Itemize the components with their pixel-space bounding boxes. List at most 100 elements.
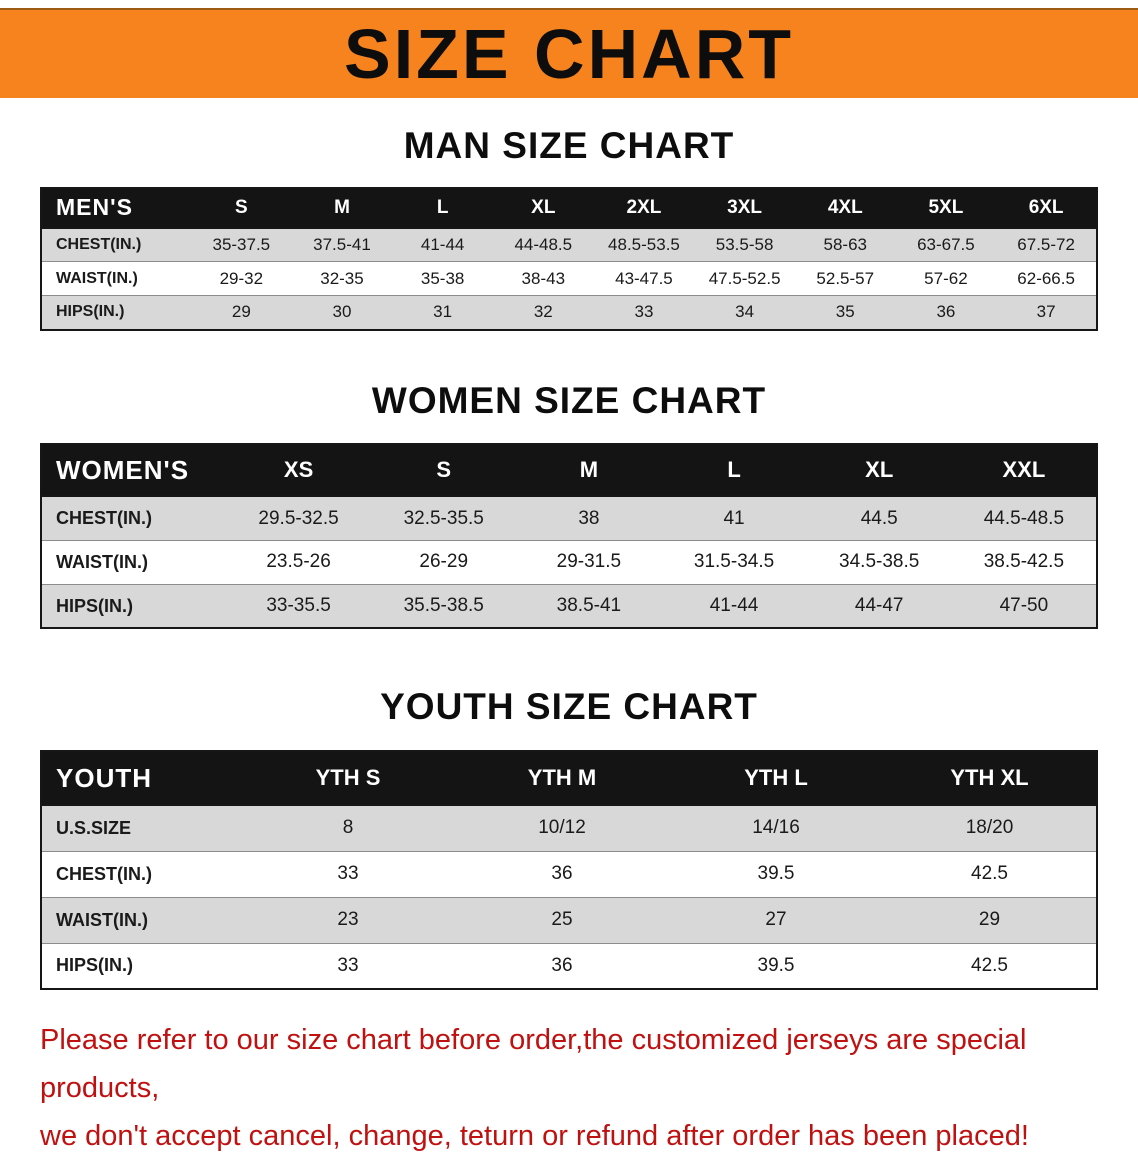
- size-column-header: 4XL: [827, 196, 863, 218]
- size-value-cell: 37: [1036, 302, 1056, 322]
- row-label: WAIST(IN.): [56, 551, 148, 572]
- size-value-cell: 53.5-58: [715, 234, 774, 254]
- size-value-cell: 44.5-48.5: [983, 507, 1065, 529]
- size-column-header: S: [234, 196, 248, 218]
- size-column-header: YTH L: [744, 765, 808, 791]
- size-column-header: M: [579, 457, 599, 483]
- size-column-header: 3XL: [727, 196, 763, 218]
- size-value-cell: 32-35: [320, 268, 364, 288]
- size-value-cell: 39.5: [757, 863, 795, 885]
- size-value-cell: 38.5-42.5: [983, 551, 1065, 573]
- size-value-cell: 42.5: [971, 863, 1008, 885]
- size-value-cell: 30: [332, 302, 352, 322]
- row-label: CHEST(IN.): [56, 235, 142, 253]
- disclaimer: Please refer to our size chart before or…: [40, 1016, 1100, 1160]
- row-label: U.S.SIZE: [56, 817, 132, 838]
- row-label: CHEST(IN.): [56, 508, 152, 529]
- size-value-cell: 18/20: [965, 817, 1014, 839]
- size-value-cell: 33-35.5: [266, 595, 331, 617]
- size-value-cell: 58-63: [823, 234, 867, 254]
- size-value-cell: 23: [337, 909, 359, 931]
- size-value-cell: 10/12: [538, 817, 586, 839]
- size-value-cell: 29: [231, 302, 251, 322]
- table-title-cell: WOMEN'S: [56, 454, 190, 485]
- size-column-header: M: [334, 196, 350, 218]
- size-value-cell: 32.5-35.5: [403, 507, 484, 529]
- size-column-header: 2XL: [626, 196, 662, 218]
- table-header-row: MEN'S S M L XL 2XL 3XL 4XL 5XL 6XL: [41, 187, 1097, 228]
- size-value-cell: 67.5-72: [1017, 234, 1075, 254]
- disclaimer-line-1: Please refer to our size chart before or…: [40, 1024, 1027, 1105]
- row-label: HIPS(IN.): [56, 955, 134, 976]
- measurement-row: WAIST(IN.) 23 25 27 29: [41, 897, 1097, 944]
- size-column-header: L: [436, 196, 449, 218]
- size-value-cell: 44-48.5: [514, 234, 573, 254]
- size-value-cell: 44.5: [860, 507, 898, 529]
- section-heading-youth: YOUTH SIZE CHART: [380, 686, 758, 728]
- size-value-cell: 47-50: [999, 595, 1049, 617]
- size-value-cell: 35-37.5: [212, 234, 271, 254]
- size-column-header: L: [727, 457, 741, 483]
- measurement-row: HIPS(IN.) 33 36 39.5 42.5: [41, 943, 1097, 990]
- size-column-header: 6XL: [1028, 196, 1064, 218]
- size-value-cell: 29-32: [219, 268, 264, 288]
- size-value-cell: 8: [342, 817, 354, 839]
- size-value-cell: 34: [735, 302, 755, 322]
- measurement-row: CHEST(IN.) 35-37.5 37.5-41 41-44 44-48.5 48.5…: [41, 227, 1097, 262]
- size-value-cell: 36: [551, 863, 573, 885]
- size-column-header: YTH S: [315, 765, 381, 791]
- size-section-youth: YOUTH SIZE CHART YOUTH YTH S YTH M YTH L YTH …: [40, 686, 1098, 991]
- size-value-cell: 38: [578, 507, 600, 529]
- size-value-cell: 44-47: [854, 595, 904, 617]
- size-value-cell: 37.5-41: [313, 234, 371, 254]
- measurement-row: HIPS(IN.) 33-35.5 35.5-38.5 38.5-41 41-44 44-…: [41, 584, 1097, 629]
- size-value-cell: 23.5-26: [266, 551, 331, 573]
- size-value-cell: 38-43: [521, 268, 566, 288]
- section-heading-women: WOMEN SIZE CHART: [371, 379, 767, 421]
- size-value-cell: 31: [433, 302, 453, 322]
- size-value-cell: 29.5-32.5: [258, 507, 339, 529]
- measurement-row: CHEST(IN.) 29.5-32.5 32.5-35.5 38 41 44.5 44.5…: [41, 496, 1097, 541]
- table-title-cell: YOUTH: [56, 762, 152, 793]
- measurement-row: WAIST(IN.) 29-32 32-35 35-38 38-43 43-47.5 47.…: [41, 261, 1097, 296]
- size-value-cell: 41-44: [420, 234, 465, 254]
- size-value-cell: 33: [337, 954, 359, 976]
- size-value-cell: 35: [835, 302, 855, 322]
- measurement-row: CHEST(IN.) 33 36 39.5 42.5: [41, 851, 1097, 898]
- size-column-header: YTH M: [527, 765, 597, 791]
- size-chart-page: SIZE CHART MAN SIZE CHART MEN'S S M L XL 2XL 3X…: [0, 8, 1138, 1152]
- page-title: SIZE CHART: [344, 15, 794, 93]
- size-value-cell: 36: [936, 302, 956, 322]
- table-header-row: WOMEN'S XS S M L XL XXL: [41, 444, 1097, 497]
- size-value-cell: 14/16: [752, 817, 800, 839]
- measurement-row: WAIST(IN.) 23.5-26 26-29 29-31.5 31.5-34.5 34…: [41, 540, 1097, 585]
- size-value-cell: 52.5-57: [816, 268, 875, 288]
- size-value-cell: 47.5-52.5: [708, 268, 781, 288]
- measurement-row: HIPS(IN.) 29 30 31 32 33 34 35 36 37: [41, 295, 1097, 330]
- women-size-table: WOMEN'S XS S M L XL XXL CHEST(IN.) 29.5-32.5 32.5…: [40, 443, 1098, 630]
- size-value-cell: 42.5: [971, 954, 1008, 976]
- size-value-cell: 41: [723, 507, 745, 529]
- size-column-header: XS: [283, 457, 314, 483]
- size-value-cell: 39.5: [757, 954, 795, 976]
- size-value-cell: 36: [551, 954, 573, 976]
- size-value-cell: 33: [337, 863, 359, 885]
- size-value-cell: 27: [765, 909, 787, 931]
- size-column-header: S: [436, 457, 452, 483]
- size-column-header: 5XL: [928, 196, 964, 218]
- size-column-header: XL: [531, 196, 556, 218]
- size-value-cell: 32: [533, 302, 553, 322]
- size-value-cell: 33: [634, 302, 654, 322]
- men-size-table: MEN'S S M L XL 2XL 3XL 4XL 5XL 6XL CHEST(IN.) 35-37…: [40, 186, 1098, 331]
- table-title-cell: MEN'S: [56, 194, 133, 221]
- size-value-cell: 38.5-41: [556, 595, 622, 617]
- size-column-header: XL: [865, 457, 894, 483]
- size-value-cell: 43-47.5: [615, 268, 673, 288]
- row-label: CHEST(IN.): [56, 863, 152, 884]
- size-chart-banner: SIZE CHART: [0, 8, 1138, 98]
- size-value-cell: 63-67.5: [917, 234, 975, 254]
- size-section-women: WOMEN SIZE CHART WOMEN'S XS S M L XL XXL CHEST(I…: [40, 379, 1098, 630]
- row-label: HIPS(IN.): [56, 595, 134, 616]
- row-label: WAIST(IN.): [56, 909, 148, 930]
- disclaimer-line-2: we don't accept cancel, change, teturn o…: [40, 1120, 1029, 1153]
